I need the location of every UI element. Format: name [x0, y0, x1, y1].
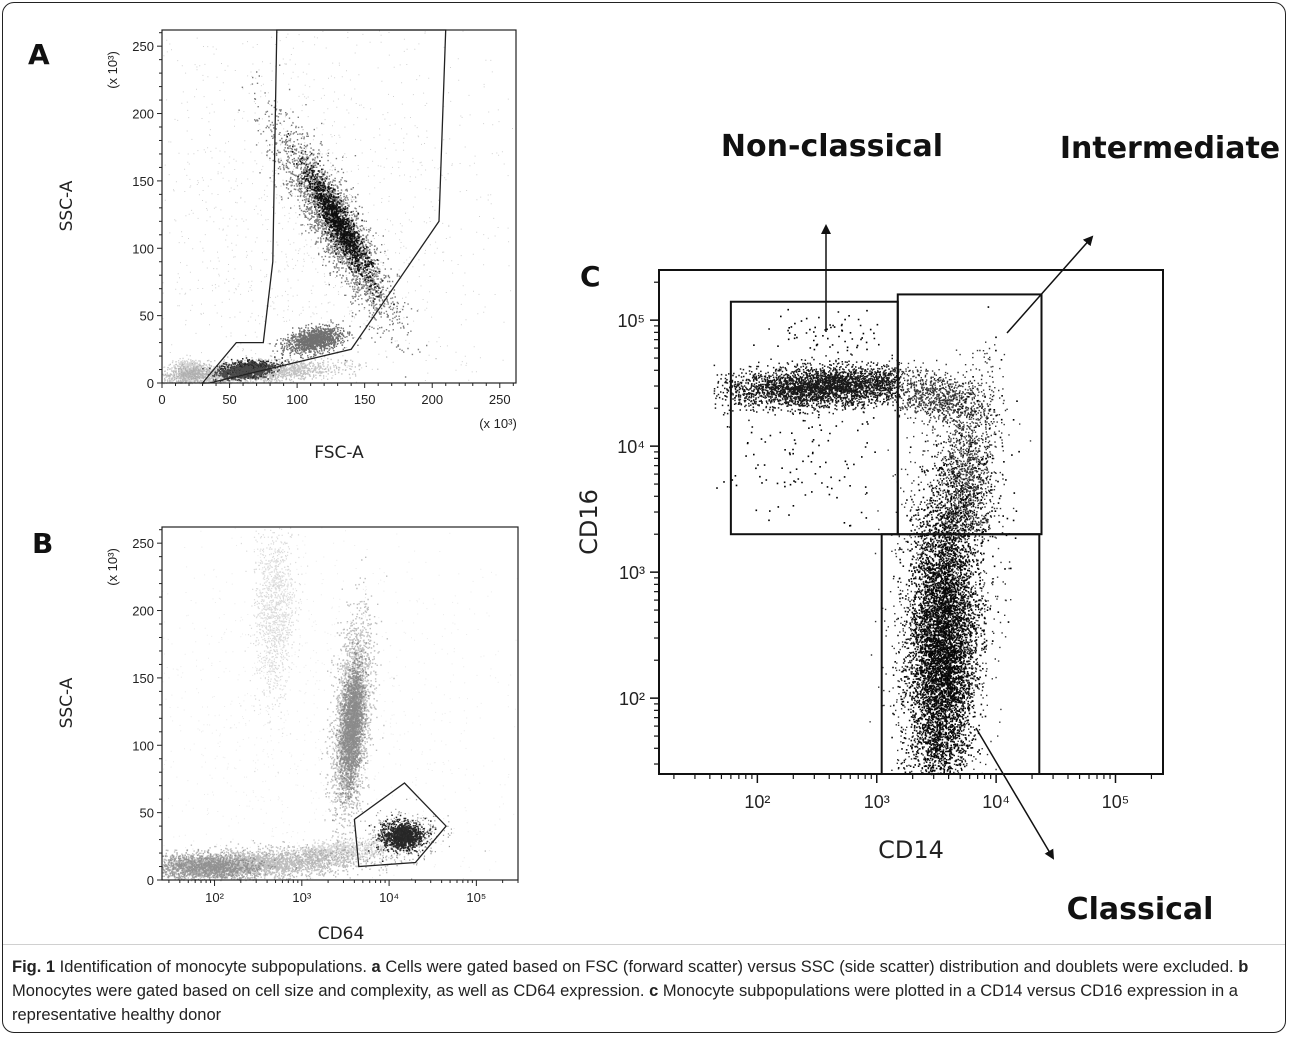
panel-c-x-tick-label: 10³ — [864, 792, 890, 812]
panel-b-x-tick-label: 10² — [205, 890, 224, 905]
panel-b-dot-cloud — [240, 527, 309, 773]
panel-b-x-tick-label: 10⁵ — [466, 890, 486, 905]
panel-letter-b: B — [32, 527, 53, 560]
caption-b-label: b — [1238, 958, 1249, 976]
panel-b-y-tick-label: 200 — [132, 604, 154, 619]
panel-a-dot-cloud — [164, 354, 219, 385]
caption-divider — [3, 944, 1285, 945]
panel-letter-c: C — [580, 260, 601, 293]
panel-b-plot-frame — [161, 526, 519, 881]
panel-letter-a: A — [28, 38, 50, 71]
caption-b-text: Monocytes were gated based on cell size … — [12, 982, 650, 1000]
panel-a-dot-cloud — [269, 319, 362, 367]
panel-b-x-tick-label: 10³ — [292, 890, 311, 905]
label-intermediate: Intermediate — [1060, 131, 1280, 166]
panel-c-dot-cloud — [713, 353, 902, 428]
panel-c-x-tick-label: 10⁴ — [982, 792, 1010, 812]
caption-c-text: Monocyte subpopulations were plotted in … — [12, 982, 1238, 1024]
panel-c-x-axis-label: CD14 — [878, 836, 944, 864]
panel-a-y-multiplier: (x 10³) — [105, 51, 120, 89]
panel-c-y-axis-label: CD16 — [575, 489, 603, 555]
panel-b-y-multiplier: (x 10³) — [105, 548, 120, 586]
panel-b-scatter-points — [162, 527, 518, 882]
panel-a-y-tick-label: 100 — [132, 241, 154, 256]
panel-a-x-tick-label: 50 — [222, 392, 236, 407]
arrow-intermediate — [1006, 235, 1094, 334]
label-non-classical: Non-classical — [721, 129, 943, 164]
panel-a-x-tick-label: 200 — [421, 392, 443, 407]
panel-b-y-axis-label: SSC-A — [57, 677, 77, 728]
panel-b-ticks: 10² 10³ 10⁴ 10⁵ 0 50 100 150 200 250 — [132, 529, 519, 905]
panel-a-y-axis-label: SSC-A — [57, 180, 77, 231]
panel-b-x-axis-label: CD64 — [318, 924, 365, 944]
panel-a-dot-cloud — [286, 133, 395, 306]
panel-b-dot-cloud — [261, 834, 408, 870]
panel-a-x-axis-label: FSC-A — [314, 443, 364, 463]
panel-c-dot-cloud — [753, 308, 880, 354]
panel-c-dot-cloud — [872, 359, 1021, 436]
panel-a-y-tick-label: 50 — [140, 309, 154, 324]
panel-b-y-tick-label: 50 — [140, 806, 154, 821]
caption-a-text: Cells were gated based on FSC (forward s… — [380, 958, 1239, 976]
panel-b-gate — [353, 782, 447, 868]
panel-a-ticks: 0 50 100 150 200 250 0 50 100 150 200 250 — [132, 32, 514, 407]
panel-c-scatter-points — [713, 306, 1032, 776]
panel-c-y-tick-label: 10⁵ — [618, 311, 645, 331]
panel-a-x-multiplier: (x 10³) — [479, 416, 517, 431]
panel-a-y-tick-label: 200 — [132, 107, 154, 122]
panel-b-y-tick-label: 100 — [132, 738, 154, 753]
panel-c-y-tick-label: 10² — [619, 689, 645, 709]
panel-c-x-tick-label: 10² — [744, 792, 770, 812]
panel-c-plot-frame — [658, 269, 1164, 775]
panel-a-x-tick-label: 250 — [489, 392, 511, 407]
figure-canvas: A B C 0 50 100 150 200 250 0 50 100 150 200 250 FSC… — [28, 29, 1280, 944]
panel-a-dot-cloud — [162, 351, 437, 385]
arrow-classical — [975, 727, 1055, 860]
panel-b-plot: 10² 10³ 10⁴ 10⁵ 0 50 100 150 200 250 CD64 SSC-A (… — [57, 526, 519, 944]
panel-a-x-tick-label: 150 — [354, 392, 376, 407]
panel-b-dot-cloud — [162, 848, 298, 882]
panel-b-y-tick-label: 250 — [132, 536, 154, 551]
panel-c-y-tick-label: 10⁴ — [617, 437, 645, 457]
panel-a-scatter-points — [162, 30, 513, 385]
panel-a-y-tick-label: 0 — [147, 376, 154, 391]
caption-fig-label: Fig. 1 — [12, 958, 56, 976]
panel-b-y-tick-label: 0 — [147, 873, 154, 888]
panel-a-gate — [201, 29, 447, 384]
panel-c-dot-cloud — [952, 306, 1020, 680]
panel-a-x-tick-label: 100 — [286, 392, 308, 407]
panel-b-dot-cloud — [351, 798, 453, 880]
figure-caption: Fig. 1 Identification of monocyte subpop… — [12, 955, 1274, 1027]
panel-a-plot: 0 50 100 150 200 250 0 50 100 150 200 250 FSC-A SSC… — [57, 29, 517, 463]
panel-c-dot-cloud — [918, 341, 1032, 542]
panel-b-x-tick-label: 10⁴ — [379, 890, 399, 905]
panel-a-dot-cloud — [202, 356, 290, 384]
panel-c-plot: 10² 10² 10³ 10³ 10⁴ 10⁴ 10⁵ 10⁵ CD14 CD16 Non-c… — [575, 129, 1280, 927]
panel-c-ticks: 10² 10² 10³ 10³ 10⁴ 10⁴ 10⁵ 10⁵ — [617, 281, 1153, 812]
panel-a-x-tick-label: 0 — [158, 392, 165, 407]
panel-c-y-tick-label: 10³ — [619, 563, 645, 583]
panel-b-dot-cloud — [162, 838, 486, 882]
panel-b-dot-cloud — [368, 814, 437, 862]
caption-a-label: a — [371, 958, 381, 976]
gate-non-classical — [729, 300, 899, 536]
panel-a-y-tick-label: 250 — [132, 39, 154, 54]
panel-b-dot-cloud — [332, 642, 372, 856]
label-classical: Classical — [1067, 892, 1214, 927]
panel-c-x-tick-label: 10⁵ — [1102, 792, 1129, 812]
panel-a-y-tick-label: 150 — [132, 174, 154, 189]
panel-b-y-tick-label: 150 — [132, 671, 154, 686]
caption-c-label: c — [649, 982, 659, 1000]
caption-title: Identification of monocyte subpopulation… — [55, 958, 372, 976]
